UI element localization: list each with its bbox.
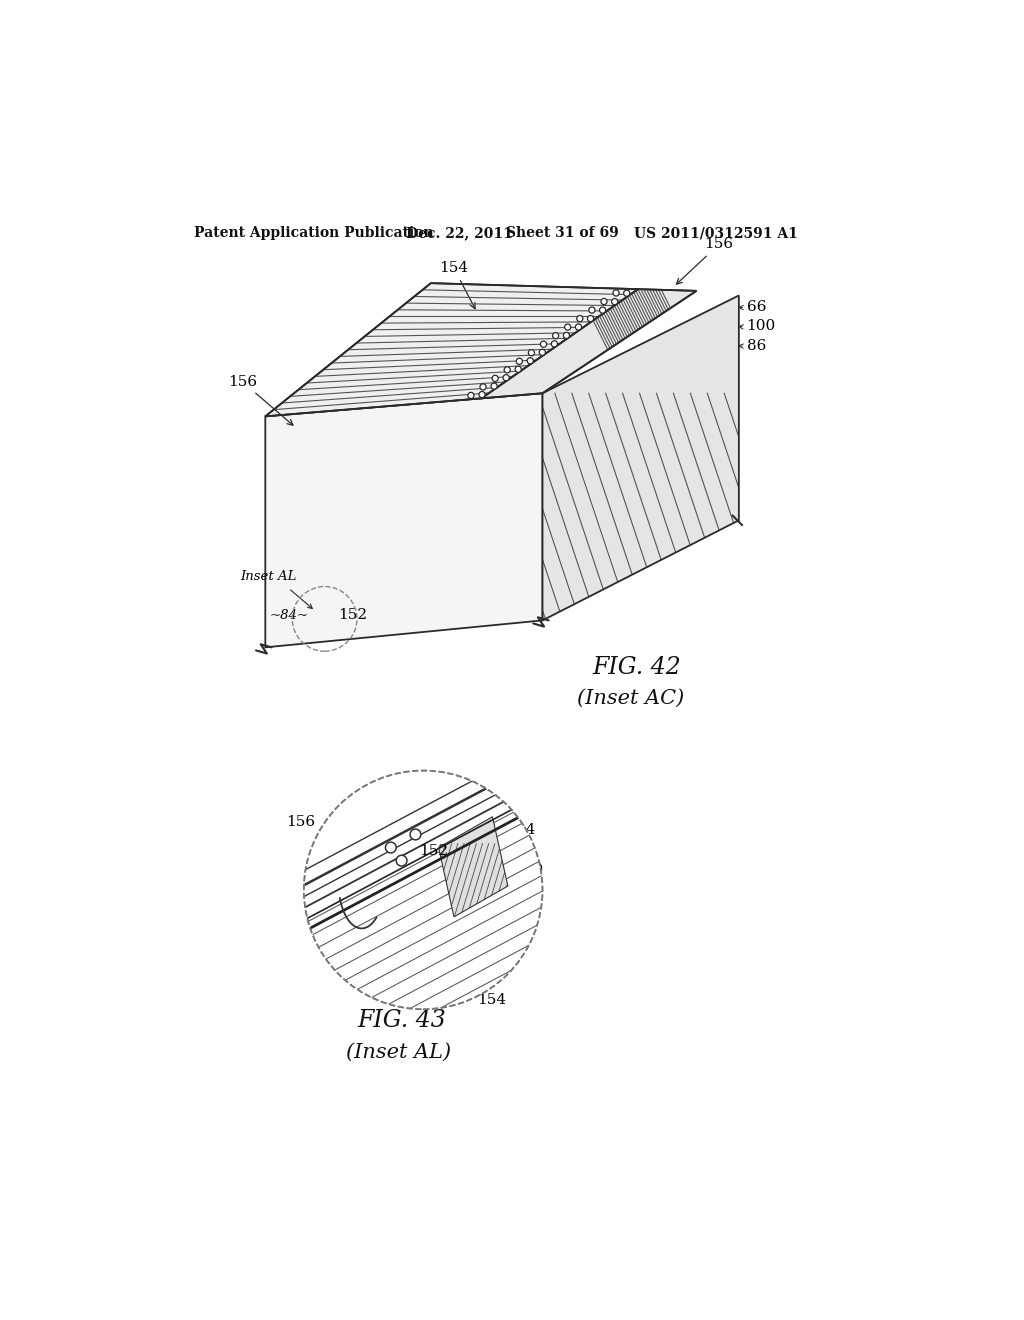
Text: Dec. 22, 2011: Dec. 22, 2011 — [407, 226, 513, 240]
Text: 154: 154 — [442, 979, 506, 1007]
Text: FIG. 43: FIG. 43 — [357, 1008, 446, 1032]
Polygon shape — [438, 817, 508, 917]
Text: 156: 156 — [677, 238, 733, 284]
Circle shape — [541, 341, 547, 347]
Text: 100: 100 — [746, 319, 776, 333]
Circle shape — [396, 855, 407, 866]
Circle shape — [624, 290, 630, 296]
Text: 154: 154 — [439, 261, 475, 309]
Text: (Inset AC): (Inset AC) — [578, 689, 684, 708]
Text: 156: 156 — [286, 816, 315, 829]
Circle shape — [515, 366, 521, 372]
Circle shape — [410, 829, 421, 840]
Circle shape — [540, 350, 546, 355]
Text: 156: 156 — [227, 375, 293, 425]
Circle shape — [611, 298, 617, 305]
Text: 153: 153 — [466, 792, 495, 807]
Text: Patent Application Publication: Patent Application Publication — [194, 226, 433, 240]
Circle shape — [553, 333, 559, 339]
Circle shape — [527, 358, 534, 364]
Text: US 2011/0312591 A1: US 2011/0312591 A1 — [634, 226, 798, 240]
Circle shape — [575, 323, 582, 330]
Circle shape — [503, 375, 509, 380]
Text: 84: 84 — [515, 822, 535, 837]
Circle shape — [588, 315, 594, 322]
Circle shape — [601, 298, 607, 305]
Polygon shape — [265, 284, 638, 416]
Text: 152: 152 — [339, 609, 368, 622]
Circle shape — [385, 842, 396, 853]
Circle shape — [480, 384, 486, 389]
Circle shape — [564, 323, 570, 330]
Text: 152: 152 — [419, 845, 449, 858]
Text: 86: 86 — [746, 338, 766, 352]
Circle shape — [479, 392, 485, 397]
Circle shape — [528, 350, 535, 356]
Circle shape — [589, 308, 595, 313]
Circle shape — [516, 358, 522, 364]
Polygon shape — [481, 289, 696, 399]
Text: Inset AL: Inset AL — [241, 570, 297, 583]
Text: Sheet 31 of 69: Sheet 31 of 69 — [506, 226, 620, 240]
Text: (Inset AL): (Inset AL) — [346, 1043, 452, 1061]
Circle shape — [563, 333, 569, 338]
Circle shape — [493, 375, 499, 381]
Circle shape — [304, 771, 543, 1010]
Circle shape — [551, 341, 557, 347]
Circle shape — [577, 315, 583, 322]
Circle shape — [468, 392, 474, 399]
Text: ~84~: ~84~ — [269, 609, 308, 622]
Text: 66: 66 — [746, 300, 766, 314]
Text: 100: 100 — [484, 858, 544, 878]
Circle shape — [490, 383, 497, 389]
Polygon shape — [543, 296, 739, 620]
Circle shape — [504, 367, 510, 374]
Text: FIG. 42: FIG. 42 — [593, 656, 681, 680]
Text: 86: 86 — [515, 843, 535, 857]
Circle shape — [613, 290, 620, 296]
Polygon shape — [265, 393, 543, 647]
Circle shape — [599, 308, 605, 313]
